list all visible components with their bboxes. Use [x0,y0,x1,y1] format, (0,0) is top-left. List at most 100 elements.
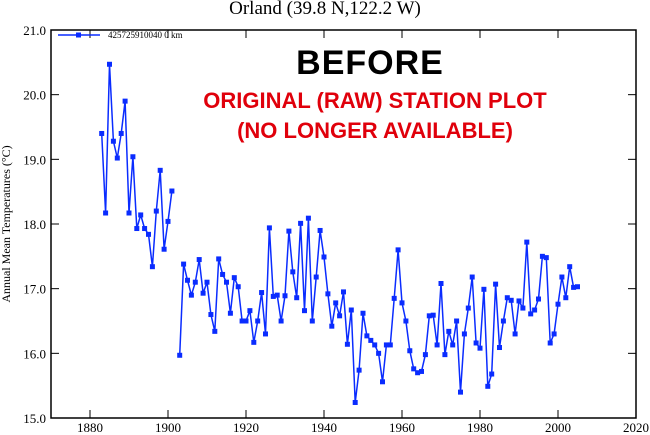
data-point [387,342,393,348]
data-point [181,261,187,267]
data-point [270,293,276,299]
x-tick-label: 1900 [155,420,181,435]
data-point [208,312,214,318]
data-point [107,61,112,67]
data-point [450,342,456,348]
data-point [321,254,327,260]
data-point [282,293,288,299]
data-point [333,300,339,306]
no-longer-available-annotation: (NO LONGER AVAILABLE) [237,118,513,143]
y-tick-label: 15.0 [23,411,46,426]
data-point [130,154,136,160]
data-point [274,292,280,298]
data-point [430,312,436,318]
data-point [161,246,167,252]
legend-label: 425725910040 0 km [108,30,183,40]
y-axis-label: Annual Mean Temperatures (°C) [0,145,13,302]
data-point [302,308,307,314]
data-point [305,215,311,221]
data-point [543,255,549,261]
data-point [99,130,105,136]
data-point [465,305,471,311]
data-point [571,284,577,290]
data-point [469,274,475,280]
data-point [497,345,502,351]
data-point [146,231,151,237]
data-point [524,239,530,245]
data-point [512,331,518,337]
data-point [266,225,272,231]
data-point [419,368,424,374]
data-point [508,297,514,303]
data-point [247,308,253,314]
data-point [461,331,467,337]
data-point [259,290,265,296]
original-raw-annotation: ORIGINAL (RAW) STATION PLOT [203,88,547,113]
data-point [126,210,132,216]
data-point [177,352,183,358]
data-point [352,399,358,405]
data-point [356,367,362,373]
data-point [372,342,378,348]
data-point [422,352,428,358]
data-point [235,284,241,290]
data-point [278,318,284,324]
data-point [341,289,346,295]
data-point [489,371,495,377]
data-point [298,220,304,226]
data-point [368,337,374,343]
data-point [403,318,409,324]
y-tick-label: 17.0 [23,282,46,297]
y-tick-label: 18.0 [23,217,46,232]
data-point [185,277,190,283]
y-tick-label: 20.0 [23,88,46,103]
data-point [188,292,194,298]
data-point [286,228,292,234]
data-point [376,350,382,356]
data-point [504,295,510,301]
data-point [551,331,557,337]
data-point [575,284,580,290]
x-tick-label: 1940 [311,420,337,435]
data-point [434,342,440,348]
data-point [290,269,296,275]
data-point [536,296,541,302]
data-point [153,208,159,214]
data-point [337,313,343,319]
data-point [243,318,249,324]
data-point [149,264,155,270]
data-point [255,318,261,324]
data-point [567,264,573,270]
data-point [118,130,124,136]
data-point [227,310,233,316]
x-tick-label: 1980 [467,420,493,435]
data-point [192,279,198,285]
data-point [313,274,319,280]
data-point [138,212,144,218]
data-point [212,328,218,334]
data-point [547,340,553,346]
data-point [134,226,140,232]
data-point [224,279,229,285]
data-point [446,328,452,334]
data-point [442,352,448,358]
data-point [251,339,257,345]
chart-title: Orland (39.8 N,122.2 W) [229,0,421,19]
data-point [110,138,116,144]
data-point [200,290,206,296]
data-point [454,318,460,324]
data-point [399,300,405,306]
data-point [344,341,350,347]
data-point [438,280,444,286]
series-line [100,64,578,403]
data-point [263,331,268,337]
data-point [103,210,109,216]
x-tick-label: 1880 [77,420,103,435]
data-point [528,311,534,317]
data-point [216,256,222,262]
data-point [114,155,120,161]
data-point [204,279,210,285]
data-point [196,257,202,263]
x-tick-label: 2020 [623,420,649,435]
